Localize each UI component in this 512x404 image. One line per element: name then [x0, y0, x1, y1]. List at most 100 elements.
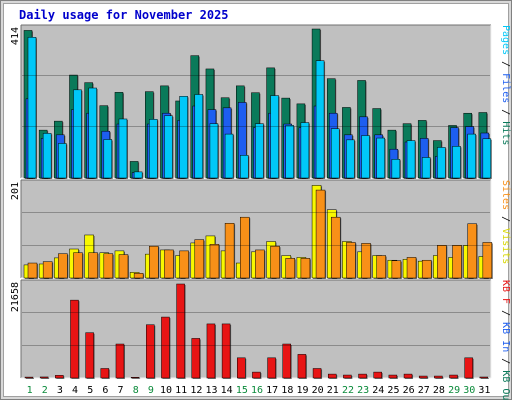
day-label: 1 — [27, 385, 33, 396]
bar-pages — [361, 135, 370, 179]
bar-sites — [391, 260, 402, 279]
y-max-label-visits: 201 — [10, 182, 21, 200]
bar-kb-f — [434, 375, 443, 379]
bar-pages — [330, 128, 340, 179]
bar-kb-f — [161, 316, 170, 379]
kbytes-panel-bg — [21, 280, 491, 378]
bar-pages — [133, 171, 143, 179]
legend-entry: / — [500, 352, 511, 370]
bar-kb-f — [100, 368, 110, 379]
bar-pages — [194, 94, 204, 179]
bar-sites — [330, 216, 341, 279]
bar-sites — [437, 245, 447, 279]
day-label: 21 — [327, 385, 339, 396]
bar-sites — [361, 243, 371, 279]
day-label: 22 — [342, 385, 354, 396]
day-label: 25 — [387, 385, 399, 396]
bar-kb-f — [282, 343, 291, 379]
bar-kb-f — [39, 376, 49, 379]
bar-pages — [467, 133, 476, 179]
bar-pages — [42, 133, 52, 179]
bar-kb-f — [297, 354, 307, 379]
bar-kb-f — [358, 373, 367, 379]
bar-pages — [179, 96, 188, 179]
bar-kb-f — [312, 368, 322, 379]
legend-entry: Sites — [500, 180, 511, 210]
bar-kb-f — [267, 357, 276, 379]
legend-3: KB F / KB In / KB Out — [500, 280, 511, 400]
day-label: 16 — [251, 385, 263, 396]
legend-entry: / — [500, 103, 511, 121]
kbytes-panel — [20, 279, 492, 379]
day-label: 11 — [175, 385, 187, 396]
bar-kb-f — [343, 374, 352, 379]
bar-pages — [346, 139, 355, 179]
day-label: 7 — [118, 385, 124, 396]
legend-entry: Hits — [500, 121, 511, 145]
bar-pages — [285, 125, 294, 179]
day-label: 9 — [148, 385, 154, 396]
bar-sites — [164, 249, 174, 279]
bar-kb-f — [176, 283, 185, 379]
bar-pages — [118, 118, 128, 179]
bar-sites — [270, 245, 280, 279]
bar-sites — [194, 239, 205, 279]
legend-entry: Visits — [500, 228, 511, 264]
day-label: 10 — [160, 385, 172, 396]
bar-kb-f — [191, 338, 201, 379]
bar-pages — [300, 122, 310, 179]
bar-pages — [224, 133, 234, 179]
legend-entry: / — [500, 55, 511, 73]
bar-kb-f — [146, 324, 155, 379]
chart-title: Daily usage for November 2025 — [19, 8, 229, 22]
bar-pages — [376, 137, 385, 179]
bar-sites — [482, 242, 493, 279]
day-label: 29 — [448, 385, 460, 396]
bar-kb-f — [373, 371, 382, 379]
bar-kb-f — [221, 323, 231, 379]
bar-pages — [73, 89, 82, 179]
day-label: 5 — [87, 385, 93, 396]
legend-entry: KB Out — [500, 370, 511, 400]
bar-pages — [437, 147, 446, 179]
bar-sites — [103, 253, 114, 279]
legend-entry: / — [500, 210, 511, 228]
bar-sites — [376, 255, 386, 279]
bar-pages — [452, 146, 461, 179]
bar-pages — [164, 115, 173, 179]
bar-pages — [88, 87, 97, 179]
bar-kb-f — [252, 371, 261, 379]
bar-sites — [467, 223, 477, 279]
bar-sites — [42, 261, 53, 279]
bar-sites — [285, 258, 295, 279]
bar-sites — [58, 253, 68, 279]
bar-pages — [315, 60, 325, 179]
bar-sites — [179, 250, 189, 279]
bar-sites — [224, 223, 235, 279]
day-label: 20 — [312, 385, 324, 396]
day-label: 3 — [57, 385, 63, 396]
day-label: 4 — [72, 385, 78, 396]
legend-entry: KB In — [500, 322, 511, 352]
bar-pages — [58, 143, 67, 179]
bar-pages — [482, 138, 492, 179]
bar-sites — [133, 273, 144, 279]
y-max-label-hits: 414 — [10, 27, 21, 45]
bar-pages — [391, 159, 401, 179]
day-label: 18 — [281, 385, 293, 396]
day-label: 8 — [133, 385, 139, 396]
y-max-label-kbytes: 21658 — [10, 282, 21, 312]
day-label: 31 — [478, 385, 490, 396]
bar-kb-f — [130, 377, 140, 379]
day-label: 24 — [372, 385, 384, 396]
bar-pages — [240, 155, 249, 179]
day-label: 2 — [42, 385, 48, 396]
bar-kb-f — [449, 374, 458, 379]
day-label: 17 — [266, 385, 278, 396]
bar-sites — [346, 242, 356, 279]
day-label: 28 — [433, 385, 445, 396]
bar-pages — [421, 157, 431, 179]
bar-sites — [149, 245, 159, 279]
day-label: 30 — [463, 385, 475, 396]
bar-pages — [149, 119, 158, 179]
